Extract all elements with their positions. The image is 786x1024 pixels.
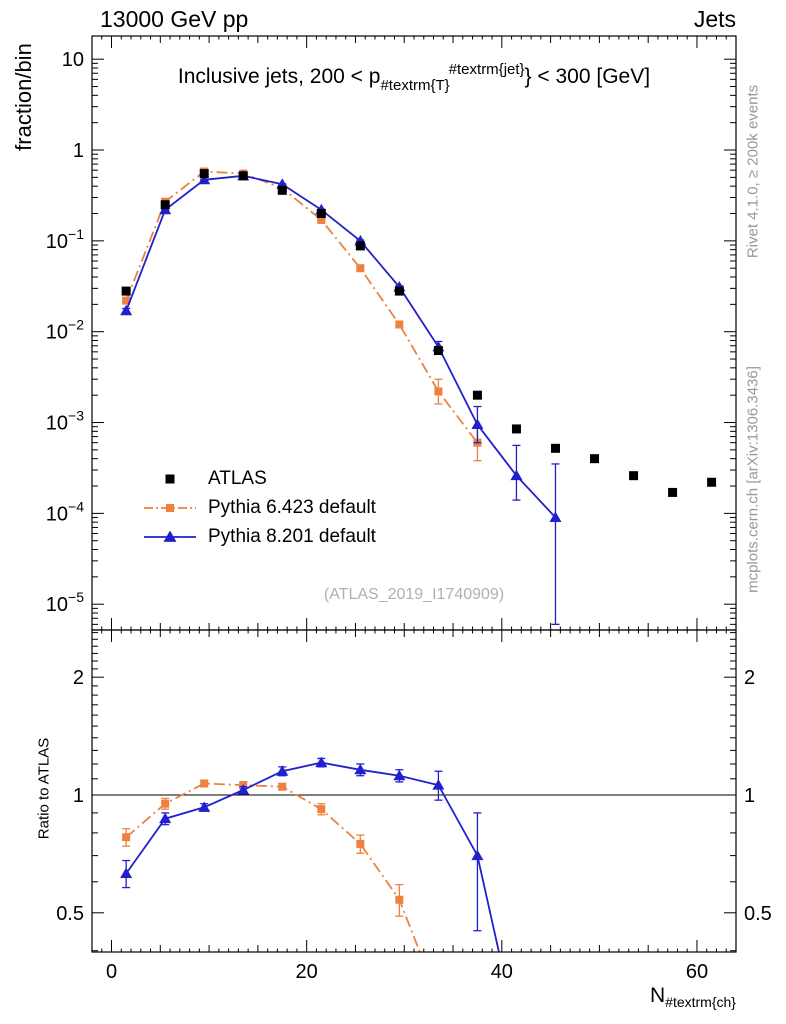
svg-text:10−5: 10−5: [46, 589, 84, 616]
legend-item-pythia6: Pythia 6.423 default: [142, 493, 376, 522]
ratio-series: [120, 756, 500, 952]
svg-text:1: 1: [73, 140, 84, 162]
pythia8-marker-icon: [144, 530, 196, 542]
main-ticks: [91, 36, 737, 630]
analysis-id-watermark: (ATLAS_2019_I1740909): [323, 586, 505, 603]
svg-text:2: 2: [744, 667, 755, 689]
x-axis-label: N#textrm{ch}: [436, 984, 736, 1010]
svg-text:10−2: 10−2: [46, 317, 84, 344]
legend-label: ATLAS: [208, 467, 267, 489]
svg-text:0: 0: [106, 961, 117, 983]
ratio-panel: 2 2 1 1 0.5 0.5 0 20 40 60: [56, 629, 772, 983]
title-prefix: Inclusive jets, 200 < p: [177, 65, 381, 88]
series-pythia-6-423-default: [122, 779, 421, 952]
mcplots-arxiv-note: mcplots.cern.ch [arXiv:1306.3436]: [744, 366, 762, 593]
title-subscript: #textrm{T}: [380, 77, 450, 94]
x-axis-label-sub: #textrm{ch}: [665, 994, 736, 1010]
x-axis-label-base: N: [650, 984, 666, 1007]
svg-text:60: 60: [686, 961, 708, 983]
svg-text:10−4: 10−4: [46, 498, 84, 525]
svg-text:1: 1: [744, 785, 755, 807]
jets-group-label: Jets: [693, 6, 736, 32]
series-atlas: [121, 169, 717, 497]
main-tick-labels: 10 1 10−1 10−2 10−3 10−4 10−5: [46, 49, 84, 616]
svg-text:1: 1: [73, 785, 84, 807]
svg-text:10−1: 10−1: [46, 226, 84, 253]
legend: ATLAS Pythia 6.423 default Pythia 8.201 …: [142, 464, 376, 551]
rivet-version-note: Rivet 4.1.0, ≥ 200k events: [744, 84, 762, 259]
svg-text:40: 40: [491, 961, 513, 983]
series-pythia-8-201-default: [120, 169, 562, 626]
atlas-marker-icon: [165, 474, 175, 483]
main-y-axis-label: fraction/bin: [11, 43, 36, 151]
beam-energy-label: 13000 GeV pp: [100, 6, 249, 32]
ratio-y-axis-label: Ratio to ATLAS: [35, 737, 53, 840]
plot-title: Inclusive jets, 200 < p#textrm{T}#textrm…: [92, 54, 736, 102]
pythia6-marker-icon: [144, 503, 196, 512]
ratio-tick-labels: 2 2 1 1 0.5 0.5 0 20 40 60: [56, 667, 772, 983]
svg-text:10−3: 10−3: [46, 408, 84, 435]
svg-text:10: 10: [62, 49, 84, 71]
title-superscript: #textrm{jet}: [448, 61, 525, 78]
legend-label: Pythia 8.201 default: [208, 525, 376, 547]
svg-text:2: 2: [73, 667, 84, 689]
svg-text:0.5: 0.5: [56, 903, 84, 925]
svg-text:0.5: 0.5: [744, 903, 772, 925]
legend-item-pythia8: Pythia 8.201 default: [142, 522, 376, 551]
legend-label: Pythia 6.423 default: [208, 496, 376, 518]
series-pythia-6-423-default: [122, 167, 482, 462]
ratio-ticks: [91, 630, 737, 952]
main-series: [120, 167, 717, 626]
title-suffix: } < 300 [GeV]: [524, 65, 651, 88]
legend-item-atlas: ATLAS: [142, 464, 376, 493]
svg-text:20: 20: [296, 961, 318, 983]
series-pythia-8-201-default: [120, 756, 500, 952]
